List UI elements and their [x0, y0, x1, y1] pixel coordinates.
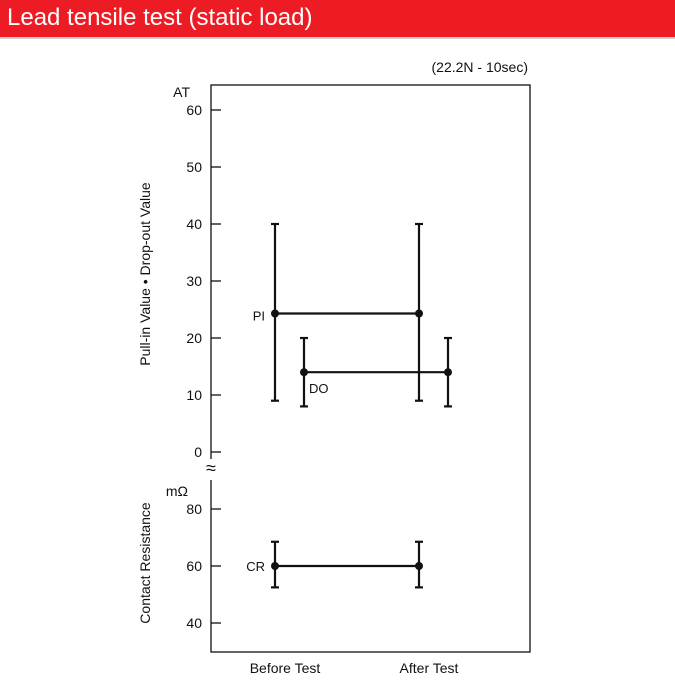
y-tick-label-lower: 80 [186, 501, 202, 517]
lower-y-axis-label: Contact Resistance [137, 502, 153, 624]
data-point-do [300, 368, 308, 377]
y-tick-label-upper: 10 [186, 387, 202, 403]
y-tick-label-lower: 60 [186, 558, 202, 574]
series-label-do: DO [309, 381, 329, 396]
upper-unit-label: AT [173, 84, 190, 100]
data-point-do [444, 368, 452, 377]
page-title: Lead tensile test (static load) [7, 4, 313, 31]
data-point-cr [271, 562, 279, 570]
test-condition-label: (22.2N - 10sec) [432, 59, 528, 75]
y-tick-label-upper: 20 [186, 330, 202, 346]
y-tick-label-upper: 50 [186, 159, 202, 175]
header-bar: Lead tensile test (static load) [0, 0, 675, 37]
axis-break-symbol: ≈ [206, 458, 216, 478]
upper-y-axis-label: Pull-in Value • Drop-out Value [137, 182, 153, 366]
x-category-label: Before Test [250, 660, 321, 676]
series-label-pi: PI [253, 308, 265, 323]
data-point-pi [271, 309, 279, 318]
series-label-cr: CR [246, 559, 265, 574]
y-tick-label-lower: 40 [186, 615, 202, 631]
axis-break-gap [208, 459, 214, 480]
y-tick-label-upper: 30 [186, 273, 202, 289]
lower-unit-label: mΩ [166, 483, 188, 499]
y-tick-label-upper: 60 [186, 102, 202, 118]
data-point-cr [415, 562, 423, 570]
y-tick-label-upper: 0 [194, 444, 202, 460]
data-point-pi [415, 309, 423, 318]
plot-frame [210, 84, 531, 653]
y-tick-label-upper: 40 [186, 216, 202, 232]
header-divider [0, 37, 675, 39]
x-category-label: After Test [400, 660, 459, 676]
